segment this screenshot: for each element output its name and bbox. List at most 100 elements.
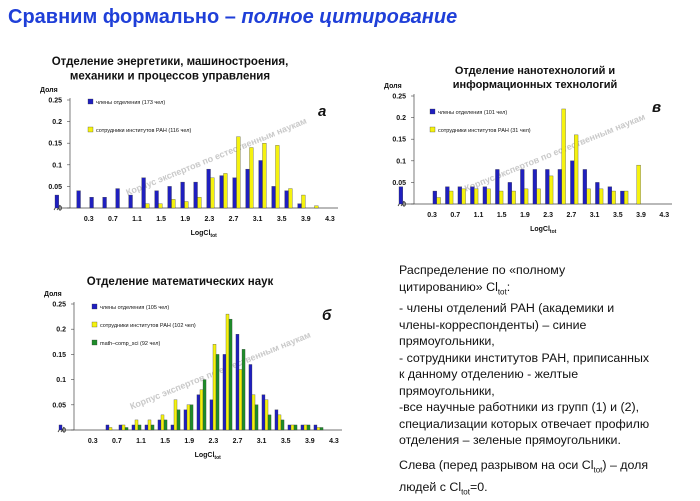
bar [457,186,462,205]
chart-title: Отделение математических наук [87,276,274,288]
bar [532,169,537,205]
note-line: отделения – зеленые прямоугольники. [399,433,621,448]
bar [232,177,237,209]
bar [235,334,240,431]
x-axis-label-sub: tot [214,455,221,461]
note-line: людей с Cltot=0. [399,479,488,497]
x-axis-label-sub: tot [550,229,557,235]
x-axis-label: LogCltot [530,226,557,235]
bar [520,169,525,205]
legend-swatch [91,339,98,346]
note-line: - сотрудники институтов РАН, приписанных [399,350,650,365]
slide-title-main: Сравним формально – [8,6,242,28]
legend-swatch [91,303,98,310]
bar [557,169,562,205]
bar [284,190,289,209]
bar [241,349,246,431]
x-axis-label: LogCltot [191,230,218,239]
x-tick-label: 1.1 [136,438,146,445]
y-tick-label: 0.15 [52,352,66,359]
y-tick-label: 0.1 [56,377,66,384]
bar [150,424,155,431]
bar-zero [58,424,63,431]
bar-zero [54,194,59,209]
x-tick-label: 0.3 [427,212,437,219]
bar [102,197,107,209]
x-tick-label: 1.1 [474,212,484,219]
bar [180,181,185,209]
bar [173,399,178,431]
x-tick-label: 2.7 [567,212,577,219]
bar [545,169,550,205]
bar-zero [398,186,403,205]
panel-label: в [652,99,661,116]
note-line: Распределение по «полному [399,263,566,277]
bar [436,197,441,205]
note-line: к данному отделению - желтые [399,367,579,382]
x-tick-label: 0.7 [450,212,460,219]
bar [249,147,254,209]
bar [470,186,475,205]
x-tick-label: 3.5 [281,438,291,445]
y-tick-label: 0.2 [52,119,62,126]
bar [137,424,142,431]
watermark: Корпус экспертов по естественным наукам [463,112,647,194]
bar [163,419,168,431]
y-tick-label: 0.25 [392,94,406,101]
bar [225,313,230,431]
bar [290,424,295,431]
bar [511,190,516,205]
x-tick-label: 3.9 [305,438,315,445]
bar [167,186,172,209]
y-axis-label: Доля [44,291,62,298]
note-line: Слева (перед разрывом на оси Cltot) – до… [399,457,649,475]
bar [319,427,324,431]
bar [303,424,308,431]
legend-label: сотрудники институтов РАН (116 чел) [96,128,191,134]
y-tick-label: 0.1 [52,162,62,169]
bar [474,188,479,205]
y-tick-label: 0.05 [392,180,406,187]
x-axis-label: LogCltot [195,452,222,461]
y-axis-label: Доля [40,87,58,94]
bar [115,188,120,209]
bar [171,199,176,209]
y-tick-label: 0.05 [52,402,66,409]
note-line: специализации которых отвечает профилю [399,416,650,431]
legend-label: члены отделения (173 чел) [96,100,165,106]
legend-swatch [87,126,94,133]
bar [193,181,198,209]
bar [212,344,217,431]
bar [76,190,81,209]
bar [486,188,491,205]
bar [599,188,604,205]
bar [105,424,110,431]
x-tick-label: 4.3 [325,216,335,223]
bar [223,173,228,209]
bar [313,424,318,431]
notes-text: Распределение по «полному цитированию» C… [399,262,689,501]
y-tick-label: 0 [62,428,66,435]
x-tick-label: 1.9 [184,438,194,445]
bar [197,197,202,209]
bar [196,394,201,431]
bar [495,169,500,205]
note-line: цитированию» Cltot: [399,279,511,296]
slide-title-italic: полное цитирование [241,6,458,28]
chart-title: информационных технологий [453,79,618,91]
x-tick-label: 2.7 [229,216,239,223]
bar [245,168,250,209]
x-tick-label: 1.5 [160,438,170,445]
bar [108,427,113,431]
chart-title: механики и процессов управления [70,71,270,83]
bar [131,424,136,431]
bar [251,394,256,431]
bar [586,188,591,205]
bar [607,186,612,205]
x-tick-label: 1.1 [132,216,142,223]
bar [316,427,321,431]
x-tick-label: 1.5 [497,212,507,219]
x-tick-label: 0.3 [84,216,94,223]
bar [184,201,189,209]
